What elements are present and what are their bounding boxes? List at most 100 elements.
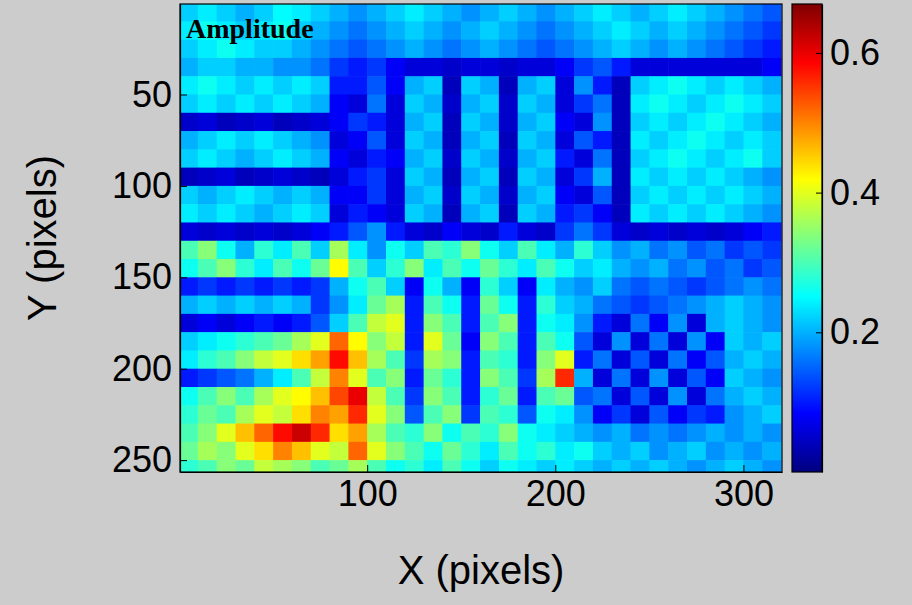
heatmap-cell [725, 405, 744, 424]
heatmap-cell [555, 113, 574, 132]
heatmap-cell [593, 442, 612, 461]
heatmap-cell [235, 277, 254, 296]
heatmap-cell [424, 58, 443, 77]
heatmap-cell [612, 204, 631, 223]
heatmap-cell [217, 168, 236, 187]
heatmap-cell [518, 131, 537, 150]
heatmap-cell [235, 442, 254, 461]
heatmap-cell [180, 58, 198, 77]
heatmap-cell [198, 204, 217, 223]
heatmap-cell [217, 296, 236, 315]
heatmap-cell [743, 350, 762, 369]
heatmap-cell [235, 58, 254, 77]
heatmap-cell [405, 350, 424, 369]
heatmap-cell [235, 350, 254, 369]
heatmap-cell [555, 241, 574, 260]
heatmap-cell [555, 149, 574, 168]
heatmap-cell [593, 149, 612, 168]
heatmap-cell [461, 405, 480, 424]
heatmap-cell [367, 460, 386, 472]
heatmap-cell [762, 222, 781, 241]
heatmap-cell [273, 296, 292, 315]
heatmap-cell [367, 277, 386, 296]
heatmap-cell [461, 387, 480, 406]
heatmap-cell [706, 168, 725, 187]
heatmap-cell [743, 113, 762, 132]
heatmap-cell [273, 113, 292, 132]
heatmap-cell [198, 186, 217, 205]
heatmap-cell [235, 332, 254, 351]
heatmap-cell [311, 332, 330, 351]
heatmap-cell [593, 369, 612, 388]
heatmap-cell [330, 168, 349, 187]
heatmap-cell [725, 296, 744, 315]
heatmap-cell [480, 168, 499, 187]
heatmap-cell [687, 296, 706, 315]
heatmap-cell [743, 149, 762, 168]
heatmap-cell [612, 4, 631, 22]
heatmap-cell [461, 76, 480, 95]
heatmap-cell [330, 21, 349, 40]
heatmap-cell [668, 21, 687, 40]
heatmap-cell [235, 149, 254, 168]
heatmap-cell [743, 241, 762, 260]
heatmap-cell [235, 460, 254, 472]
heatmap-cell [198, 58, 217, 77]
heatmap-cell [386, 222, 405, 241]
heatmap-cell [292, 387, 311, 406]
heatmap-cell [593, 460, 612, 472]
heatmap-cell [518, 387, 537, 406]
heatmap-cell [649, 424, 668, 443]
heatmap-cell [555, 76, 574, 95]
heatmap-cell [348, 405, 367, 424]
heatmap-cell [536, 424, 555, 443]
heatmap-cell [706, 21, 725, 40]
heatmap-cell [254, 222, 273, 241]
heatmap-cell [574, 259, 593, 278]
heatmap-cell [499, 149, 518, 168]
heatmap-cell [405, 259, 424, 278]
heatmap-cell [254, 131, 273, 150]
heatmap-cell [668, 149, 687, 168]
heatmap-cell [725, 222, 744, 241]
heatmap-cell [424, 350, 443, 369]
heatmap-cell [424, 168, 443, 187]
heatmap-cell [386, 424, 405, 443]
heatmap-cell [687, 94, 706, 113]
heatmap-cell [612, 186, 631, 205]
tick: 0.4 [816, 172, 880, 213]
heatmap-cell [555, 4, 574, 22]
tick: 50 [132, 74, 187, 115]
heatmap-cell [424, 369, 443, 388]
heatmap-cell [668, 204, 687, 223]
heatmap-cell [461, 442, 480, 461]
heatmap-cell [348, 94, 367, 113]
heatmap-cell [612, 259, 631, 278]
heatmap-cell [386, 21, 405, 40]
heatmap-cell [386, 350, 405, 369]
heatmap-cell [536, 21, 555, 40]
heatmap-cell [330, 296, 349, 315]
heatmap-cell [235, 113, 254, 132]
heatmap-cell [198, 424, 217, 443]
heatmap-cell [405, 149, 424, 168]
heatmap-cell [612, 94, 631, 113]
heatmap-cell [367, 387, 386, 406]
heatmap-cell [574, 21, 593, 40]
heatmap-cell [330, 4, 349, 22]
heatmap-cell [198, 405, 217, 424]
heatmap-cell [273, 168, 292, 187]
heatmap-cell [480, 40, 499, 59]
heatmap-cell [292, 314, 311, 333]
tick-label: 300 [714, 473, 774, 514]
heatmap-cell [480, 21, 499, 40]
heatmap-cell [330, 94, 349, 113]
heatmap-cell [762, 94, 781, 113]
heatmap-cell [687, 387, 706, 406]
heatmap-cell [631, 149, 650, 168]
heatmap-cell [292, 58, 311, 77]
heatmap-cell [725, 350, 744, 369]
heatmap-cell [367, 4, 386, 22]
tick-label: 0.6 [830, 32, 880, 73]
heatmap-cell [442, 277, 461, 296]
